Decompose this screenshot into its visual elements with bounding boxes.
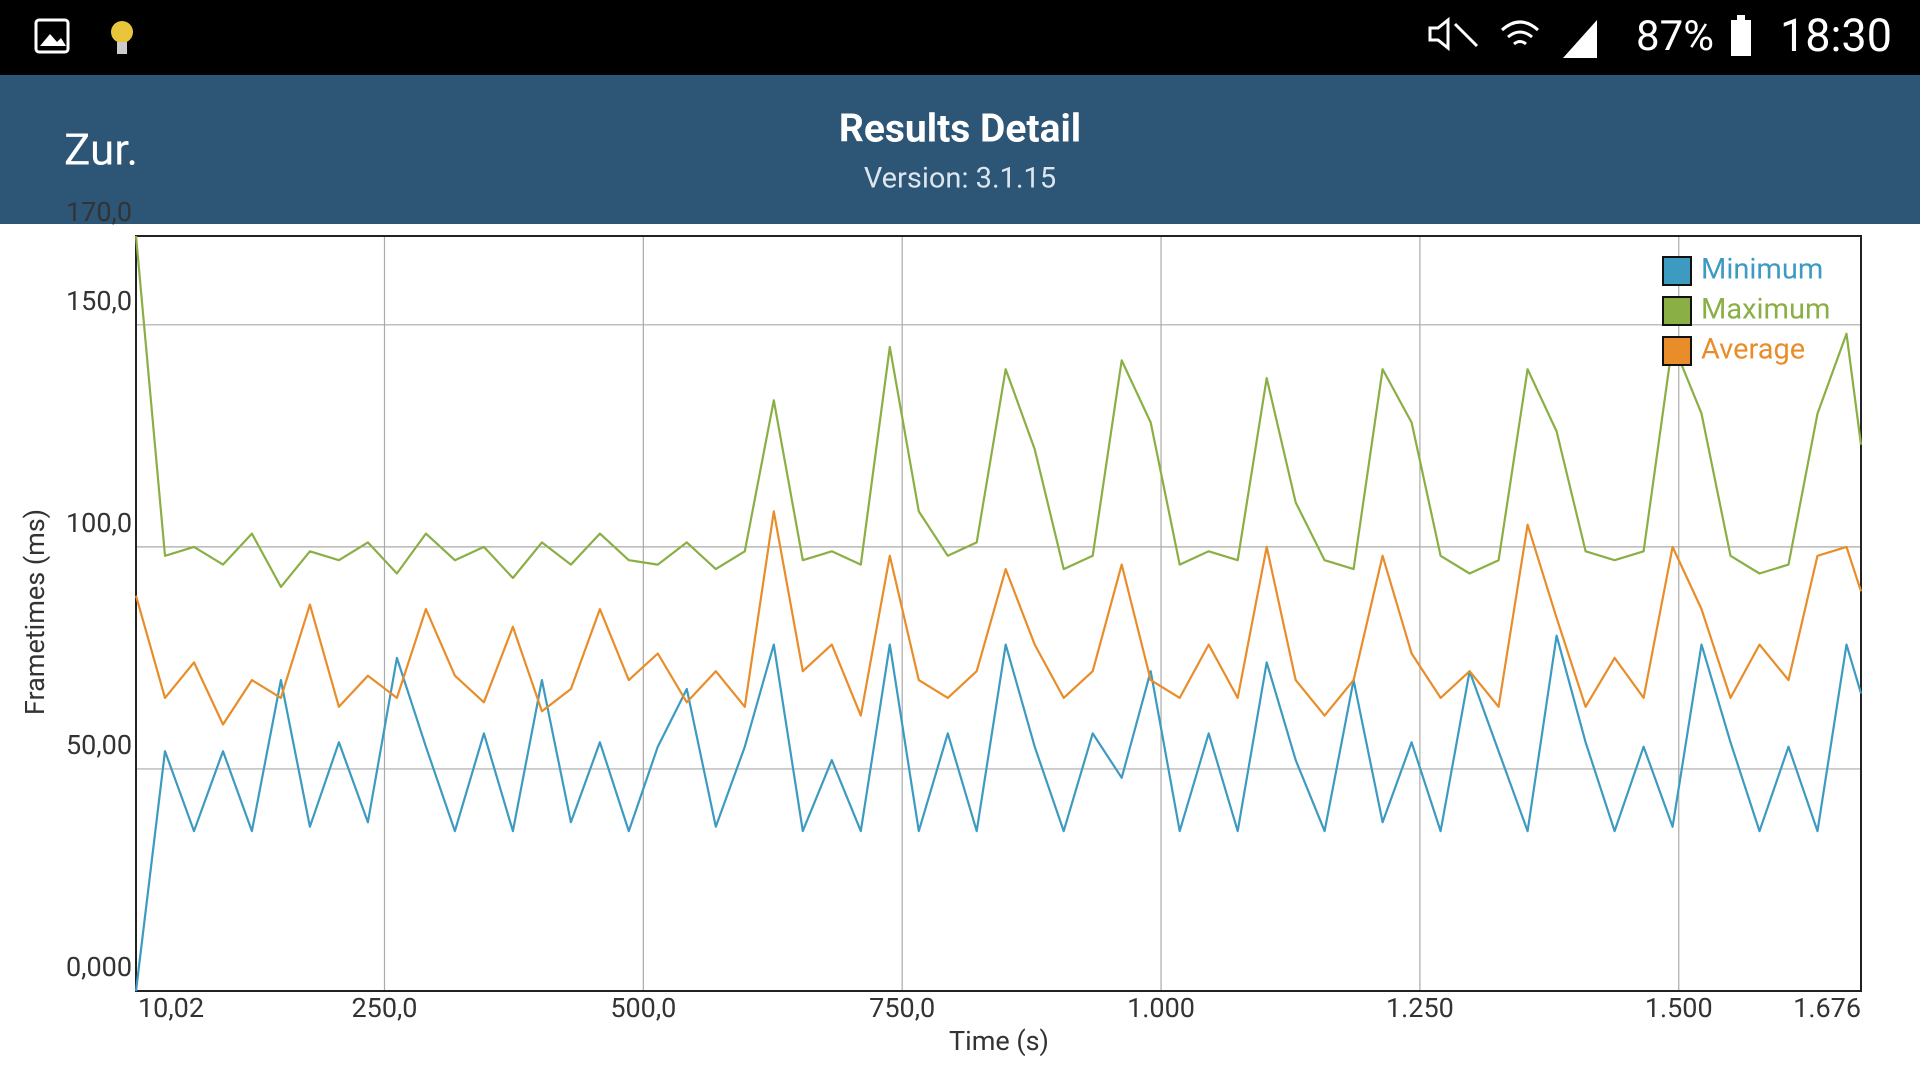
- x-tick-label: 250,0: [351, 992, 417, 1024]
- legend-label: Average: [1701, 333, 1805, 367]
- legend-label: Maximum: [1701, 293, 1830, 327]
- gallery-icon: [34, 18, 70, 54]
- y-tick-label: 170,0: [66, 196, 132, 228]
- x-tick-label: 1.000: [1127, 992, 1195, 1024]
- status-icons: [34, 15, 1751, 58]
- bulb-base: [117, 42, 127, 54]
- screen-subtitle: Version: 3.1.15: [864, 162, 1056, 196]
- clock: 18:30: [1780, 9, 1892, 62]
- series-line: [134, 510, 1863, 726]
- signal-icon: [1563, 20, 1597, 58]
- screen-title: Results Detail: [839, 105, 1081, 151]
- plot-frame: [135, 235, 1862, 992]
- x-tick-label: 1.500: [1645, 992, 1713, 1024]
- plot: 0,000 50,00 100,0 150,0 170,0 10,02 250,0 500,0…: [66, 196, 1863, 1024]
- y-tick-label: 50,00: [66, 729, 132, 761]
- series-line: [134, 235, 1863, 588]
- series-line: [134, 634, 1863, 992]
- y-tick-label: 100,0: [66, 507, 132, 539]
- bulb-icon: [111, 21, 133, 43]
- x-tick-label: 10,02: [138, 992, 204, 1024]
- gallery-icon-shape: [40, 34, 66, 46]
- y-axis-label: Frametimes (ms): [19, 509, 51, 715]
- status-bar: [0, 0, 1920, 75]
- mute-icon: [1428, 16, 1479, 52]
- app-bar: [0, 75, 1920, 224]
- x-tick-label: 750,0: [869, 992, 935, 1024]
- battery-level: 87%: [1636, 12, 1714, 61]
- back-button[interactable]: Zur.: [64, 124, 138, 176]
- legend-swatch: [1662, 256, 1692, 286]
- x-axis-label: Time (s): [949, 1025, 1049, 1057]
- battery-icon: [1731, 20, 1751, 56]
- wifi-icon: [1501, 20, 1539, 46]
- x-tick-label: 1.250: [1386, 992, 1454, 1024]
- y-tick-label: 150,0: [66, 285, 132, 317]
- legend-swatch: [1662, 296, 1692, 326]
- x-tick-label: 500,0: [610, 992, 676, 1024]
- x-tick-label: 1.676: [1793, 992, 1861, 1024]
- y-tick-label: 0,000: [66, 951, 132, 983]
- legend-swatch: [1662, 336, 1692, 366]
- battery-tip: [1737, 15, 1745, 20]
- legend-label: Minimum: [1701, 253, 1823, 287]
